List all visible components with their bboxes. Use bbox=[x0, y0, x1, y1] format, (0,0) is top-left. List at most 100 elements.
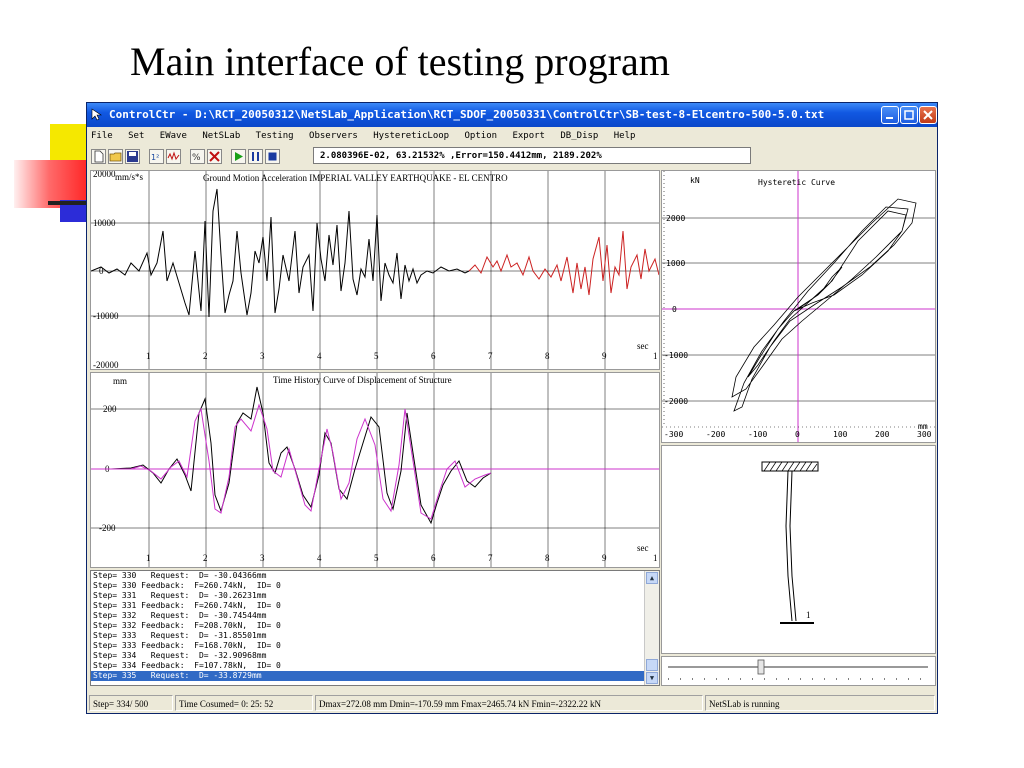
open-folder-icon bbox=[109, 152, 122, 162]
window-title: ControlCtr - D:\RCT_20050312\NetSLab_App… bbox=[109, 108, 825, 121]
accel-xtick-3: 3 bbox=[260, 351, 265, 361]
displacement-chart: mm Time History Curve of Displacement of… bbox=[90, 372, 660, 568]
log-line[interactable]: Step= 332 Request: D= -30.74544mm bbox=[93, 611, 267, 620]
open-button[interactable] bbox=[108, 149, 123, 164]
menu-file[interactable]: File bbox=[91, 131, 113, 141]
disp-xtick-5: 5 bbox=[374, 553, 379, 563]
column-member bbox=[785, 470, 797, 622]
disp-xtick-3: 3 bbox=[260, 553, 265, 563]
accel-ytick-5: -20000 bbox=[93, 360, 119, 369]
stop-button[interactable] bbox=[265, 149, 280, 164]
scroll-up-button[interactable]: ▲ bbox=[646, 572, 658, 584]
new-file-button[interactable] bbox=[91, 149, 106, 164]
accel-unit: mm/s*s bbox=[115, 172, 144, 182]
disp-grid bbox=[91, 373, 659, 567]
accel-title: Ground Motion Acceleration IMPERIAL VALL… bbox=[203, 173, 508, 183]
log-scrollbar[interactable]: ▲ ▼ bbox=[644, 571, 659, 685]
hyst-ytick-3: 0 bbox=[672, 305, 677, 314]
log-line[interactable]: Step= 333 Request: D= -31.85501mm bbox=[93, 631, 267, 640]
menu-help[interactable]: Help bbox=[613, 131, 636, 141]
hyst-xunit: mm bbox=[918, 422, 928, 431]
toolbar: 1² % 2.080396E-02, 63.21532% ,Error=150.… bbox=[87, 145, 937, 169]
hyst-xtick-2: -200 bbox=[706, 430, 725, 439]
log-line[interactable]: Step= 330 Feedback: F=260.74kN, ID= 0 bbox=[93, 581, 281, 590]
percent-button[interactable]: % bbox=[190, 149, 205, 164]
minimize-button[interactable] bbox=[881, 106, 899, 124]
menu-set[interactable]: Set bbox=[128, 131, 145, 141]
disp-xtick-8: 8 bbox=[545, 553, 550, 563]
displacement-chart-svg: mm Time History Curve of Displacement of… bbox=[91, 373, 659, 567]
accel-xtick-9: 9 bbox=[602, 351, 607, 361]
log-line[interactable]: Step= 334 Request: D= -32.90968mm bbox=[93, 651, 267, 660]
maximize-button[interactable] bbox=[900, 106, 918, 124]
chevron-up-icon: ▲ bbox=[649, 574, 655, 582]
step-slider[interactable] bbox=[662, 657, 935, 685]
scroll-thumb[interactable] bbox=[646, 659, 658, 671]
slide-title: Main interface of testing program bbox=[130, 39, 670, 84]
hyst-title: Hysteretic Curve bbox=[758, 178, 835, 187]
menu-bar: File Set EWave NetSLab Testing Observers… bbox=[87, 127, 937, 145]
menu-db-disp[interactable]: DB_Disp bbox=[560, 131, 599, 141]
app-icon bbox=[91, 108, 102, 121]
log-line[interactable]: Step= 333 Feedback: F=168.70kN, ID= 0 bbox=[93, 641, 281, 650]
disp-ytick-1: 200 bbox=[103, 404, 117, 414]
hyst-xtick-3: -100 bbox=[748, 430, 767, 439]
decor-blue-block bbox=[60, 200, 90, 222]
disp-reference-line bbox=[91, 403, 492, 520]
menu-ewave[interactable]: EWave bbox=[159, 131, 187, 141]
menu-observers[interactable]: Observers bbox=[309, 131, 358, 141]
log-line[interactable]: Step= 334 Feedback: F=107.78kN, ID= 0 bbox=[93, 661, 281, 670]
disp-xtick-7: 7 bbox=[488, 553, 493, 563]
hyst-ytick-1: 2000 bbox=[666, 214, 685, 223]
menu-hystereticloop[interactable]: HystereticLoop bbox=[373, 131, 450, 141]
log-line[interactable]: Step= 331 Request: D= -30.26231mm bbox=[93, 591, 267, 600]
series-button[interactable]: 1² bbox=[149, 149, 164, 164]
title-bar[interactable]: ControlCtr - D:\RCT_20050312\NetSLab_App… bbox=[87, 103, 937, 127]
accel-ytick-3: 0 bbox=[99, 266, 104, 276]
disp-xtick-6: 6 bbox=[431, 553, 436, 563]
hysteretic-chart: kN Hysteretic Curve 2000 1000 0 -1000 -2… bbox=[661, 170, 936, 443]
menu-testing[interactable]: Testing bbox=[255, 131, 294, 141]
hyst-ytick-2: 1000 bbox=[666, 259, 685, 268]
close-button[interactable] bbox=[919, 106, 937, 124]
accel-xticks: 1 2 3 4 5 6 7 8 9 1 bbox=[146, 351, 658, 361]
hyst-ytick-5: -2000 bbox=[664, 397, 688, 406]
save-button[interactable] bbox=[125, 149, 140, 164]
series-icon: 1² bbox=[151, 153, 159, 162]
hyst-xtick-7: 300 bbox=[917, 430, 932, 439]
disp-xticks: 1 2 3 4 5 6 7 8 9 1 bbox=[146, 553, 658, 563]
accel-ytick-4: -10000 bbox=[93, 311, 119, 321]
disp-xtick-10: 1 bbox=[653, 553, 658, 563]
svg-text:1²: 1² bbox=[151, 153, 159, 162]
slider-thumb[interactable] bbox=[757, 659, 765, 675]
scroll-down-button[interactable]: ▼ bbox=[646, 672, 658, 684]
wave-button[interactable] bbox=[166, 149, 181, 164]
play-button[interactable] bbox=[231, 149, 246, 164]
status-bar: Step= 334/ 500 Time Cosumed= 0: 25: 52 D… bbox=[87, 693, 937, 713]
close-icon bbox=[923, 110, 933, 120]
accel-xtick-7: 7 bbox=[488, 351, 493, 361]
pause-button[interactable] bbox=[248, 149, 263, 164]
accel-xunit: sec bbox=[637, 341, 649, 351]
accel-xtick-10: 1 bbox=[653, 351, 658, 361]
mass-hatch bbox=[763, 461, 818, 472]
menu-option[interactable]: Option bbox=[464, 131, 498, 141]
disp-xtick-4: 4 bbox=[317, 553, 322, 563]
delete-button[interactable] bbox=[207, 149, 222, 164]
menu-export[interactable]: Export bbox=[512, 131, 545, 141]
menu-netslab[interactable]: NetSLab bbox=[202, 131, 241, 141]
log-line-selected[interactable]: Step= 335 Request: D= -33.8729mm bbox=[91, 671, 659, 681]
step-log[interactable]: Step= 330 Request: D= -30.04366mm Step= … bbox=[90, 570, 660, 686]
play-icon bbox=[235, 152, 243, 161]
delete-icon bbox=[209, 151, 220, 162]
accel-grid bbox=[91, 171, 659, 369]
accel-xtick-5: 5 bbox=[374, 351, 379, 361]
log-line[interactable]: Step= 332 Feedback: F=208.70kN, ID= 0 bbox=[93, 621, 281, 630]
accel-xtick-6: 6 bbox=[431, 351, 436, 361]
log-line[interactable]: Step= 330 Request: D= -30.04366mm bbox=[93, 571, 267, 580]
minimize-icon bbox=[886, 117, 893, 119]
log-line[interactable]: Step= 331 Feedback: F=260.74kN, ID= 0 bbox=[93, 601, 281, 610]
save-icon bbox=[127, 151, 138, 162]
acceleration-chart: 20000 mm/s*s Ground Motion Acceleration … bbox=[90, 170, 660, 370]
hyst-unit: kN bbox=[690, 176, 700, 185]
